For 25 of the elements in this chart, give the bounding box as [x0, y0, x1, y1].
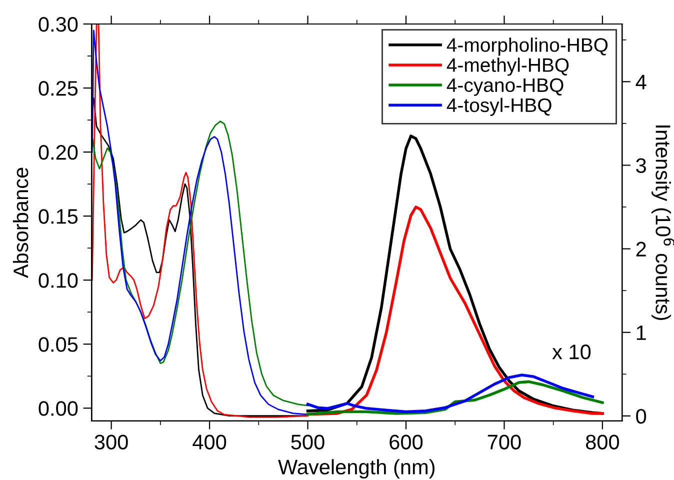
x-tick-label: 700	[488, 434, 521, 450]
x-axis-title: Wavelength (nm)	[278, 459, 435, 479]
y-tick-label: 0.10	[38, 273, 78, 288]
y2-tick-label: 0	[636, 408, 646, 424]
y-tick-label: 0.30	[38, 17, 78, 32]
legend-label: 4-morpholino-HBQ	[446, 38, 608, 56]
y-tick-label: 0.20	[38, 145, 78, 160]
x-tick-label: 800	[586, 434, 620, 450]
legend-label: 4-methyl-HBQ	[446, 58, 569, 76]
y2-tick-label: 4	[636, 74, 646, 90]
y-tick-label: 0.25	[38, 81, 78, 96]
x-tick-label: 400	[192, 434, 226, 450]
x-tick-label: 500	[291, 434, 324, 450]
y-tick-label: 0.05	[38, 337, 78, 352]
legend-label: 4-cyano-HBQ	[446, 78, 564, 96]
y2-tick-label: 2	[636, 242, 646, 256]
annotation: x 10	[552, 344, 591, 360]
x-tick-label: 300	[94, 434, 128, 450]
x-tick-label: 600	[390, 434, 423, 450]
y-tick-label: 0.15	[38, 209, 78, 224]
legend-label: 4-tosyl-HBQ	[446, 98, 552, 116]
y-tick-label: 0.00	[38, 401, 78, 416]
y2-tick-label: 3	[636, 158, 646, 173]
y2-tick-label: 1	[636, 326, 646, 340]
y-axis-title: Absorbance	[12, 168, 28, 278]
